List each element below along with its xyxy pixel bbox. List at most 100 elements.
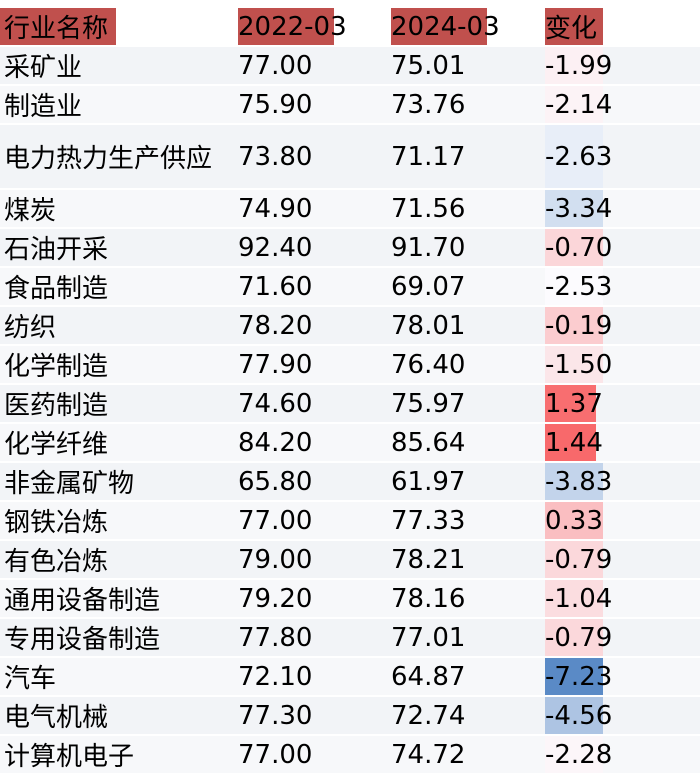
value-2024-03: 85.64 bbox=[391, 427, 466, 458]
industry-name: 有色冶炼 bbox=[4, 547, 109, 577]
value-2022-03: 77.90 bbox=[238, 349, 313, 380]
change-value: -0.79 bbox=[545, 622, 613, 653]
header-b-bg bbox=[391, 8, 487, 45]
change-value: -4.56 bbox=[545, 700, 613, 731]
value-2024-03: 77.33 bbox=[391, 505, 466, 536]
header-a-bg bbox=[238, 8, 334, 45]
industry-name: 汽车 bbox=[4, 664, 57, 694]
value-2022-03: 79.20 bbox=[238, 583, 313, 614]
table-row: 化学纤维 84.20 85.64 1.44 bbox=[0, 424, 700, 461]
industry-name: 医药制造 bbox=[4, 391, 109, 421]
table-row: 非金属矿物 65.80 61.97 -3.83 bbox=[0, 463, 700, 500]
change-heat-cell bbox=[545, 86, 603, 123]
value-2024-03: 71.56 bbox=[391, 193, 466, 224]
industry-name: 电气机械 bbox=[4, 703, 109, 733]
table-row: 汽车 72.10 64.87 -7.23 bbox=[0, 658, 700, 695]
value-2022-03: 75.90 bbox=[238, 89, 313, 120]
industry-name: 化学制造 bbox=[4, 352, 109, 382]
change-heat-cell bbox=[545, 619, 603, 656]
value-2022-03: 71.60 bbox=[238, 271, 313, 302]
industry-name: 采矿业 bbox=[4, 53, 83, 83]
change-value: -0.19 bbox=[545, 310, 613, 341]
table-row: 制造业 75.90 73.76 -2.14 bbox=[0, 86, 700, 123]
value-2022-03: 65.80 bbox=[238, 466, 313, 497]
value-2022-03: 77.00 bbox=[238, 739, 313, 770]
industry-name: 纺织 bbox=[4, 313, 57, 343]
value-2024-03: 76.40 bbox=[391, 349, 466, 380]
value-2024-03: 75.97 bbox=[391, 388, 466, 419]
change-heat-cell bbox=[545, 697, 603, 734]
change-value: -3.83 bbox=[545, 466, 613, 497]
change-value: 0.33 bbox=[545, 505, 603, 536]
change-heat-cell bbox=[545, 268, 603, 305]
value-2022-03: 77.00 bbox=[238, 505, 313, 536]
industry-name: 制造业 bbox=[4, 92, 83, 122]
value-2022-03: 74.60 bbox=[238, 388, 313, 419]
change-heat-cell bbox=[545, 502, 603, 539]
value-2022-03: 73.80 bbox=[238, 141, 313, 172]
change-value: -1.99 bbox=[545, 50, 613, 81]
value-2024-03: 69.07 bbox=[391, 271, 466, 302]
change-value: 1.44 bbox=[545, 427, 603, 458]
change-value: -0.70 bbox=[545, 232, 613, 263]
table-row: 电力热力生产供应 73.80 71.17 -2.63 bbox=[0, 125, 700, 188]
value-2022-03: 77.30 bbox=[238, 700, 313, 731]
change-value: -0.79 bbox=[545, 544, 613, 575]
industry-name: 化学纤维 bbox=[4, 430, 109, 460]
industry-name: 石油开采 bbox=[4, 235, 109, 265]
value-2024-03: 72.74 bbox=[391, 700, 466, 731]
change-heat-cell bbox=[545, 307, 603, 344]
table-row: 煤炭 74.90 71.56 -3.34 bbox=[0, 190, 700, 227]
table-row: 电气机械 77.30 72.74 -4.56 bbox=[0, 697, 700, 734]
table-row: 计算机电子 77.00 74.72 -2.28 bbox=[0, 736, 700, 773]
change-value: -2.63 bbox=[545, 141, 613, 172]
value-2024-03: 74.72 bbox=[391, 739, 466, 770]
industry-name: 专用设备制造 bbox=[4, 625, 161, 655]
change-value: -2.14 bbox=[545, 89, 613, 120]
table-row: 医药制造 74.60 75.97 1.37 bbox=[0, 385, 700, 422]
change-value: -7.23 bbox=[545, 661, 613, 692]
header-industry-name: 行业名称 bbox=[4, 14, 109, 44]
value-2022-03: 72.10 bbox=[238, 661, 313, 692]
value-2022-03: 77.80 bbox=[238, 622, 313, 653]
value-2022-03: 78.20 bbox=[238, 310, 313, 341]
header-2022-03: 2022-03 bbox=[238, 11, 347, 42]
industry-name: 食品制造 bbox=[4, 274, 109, 304]
value-2022-03: 84.20 bbox=[238, 427, 313, 458]
value-2022-03: 77.00 bbox=[238, 50, 313, 81]
value-2022-03: 74.90 bbox=[238, 193, 313, 224]
change-value: 1.37 bbox=[545, 388, 603, 419]
change-heat-cell bbox=[545, 541, 603, 578]
change-heat-cell bbox=[545, 424, 596, 461]
industry-name: 非金属矿物 bbox=[4, 469, 135, 499]
change-heat-cell bbox=[545, 463, 603, 500]
value-2022-03: 92.40 bbox=[238, 232, 313, 263]
change-heat-cell bbox=[545, 47, 603, 84]
header-chg-bg bbox=[545, 8, 603, 45]
industry-name: 煤炭 bbox=[4, 196, 57, 226]
table-row: 专用设备制造 77.80 77.01 -0.79 bbox=[0, 619, 700, 656]
change-value: -3.34 bbox=[545, 193, 613, 224]
table-row: 钢铁冶炼 77.00 77.33 0.33 bbox=[0, 502, 700, 539]
value-2024-03: 78.01 bbox=[391, 310, 466, 341]
value-2024-03: 73.76 bbox=[391, 89, 466, 120]
value-2022-03: 79.00 bbox=[238, 544, 313, 575]
value-2024-03: 75.01 bbox=[391, 50, 466, 81]
table-row: 纺织 78.20 78.01 -0.19 bbox=[0, 307, 700, 344]
industry-name: 通用设备制造 bbox=[4, 586, 161, 616]
change-heat-cell bbox=[545, 229, 603, 266]
change-heat-cell bbox=[545, 658, 603, 695]
industry-name: 计算机电子 bbox=[4, 742, 135, 772]
industry-name: 钢铁冶炼 bbox=[4, 508, 109, 538]
change-heat-cell bbox=[545, 346, 603, 383]
change-heat-cell bbox=[545, 190, 603, 227]
value-2024-03: 71.17 bbox=[391, 141, 466, 172]
header-2024-03: 2024-03 bbox=[391, 11, 500, 42]
change-value: -2.28 bbox=[545, 739, 613, 770]
value-2024-03: 61.97 bbox=[391, 466, 466, 497]
value-2024-03: 91.70 bbox=[391, 232, 466, 263]
table-header-row: 行业名称 2022-03 2024-03 变化 bbox=[0, 8, 700, 45]
change-value: -2.53 bbox=[545, 271, 613, 302]
value-2024-03: 78.16 bbox=[391, 583, 466, 614]
change-heat-cell bbox=[545, 580, 603, 617]
